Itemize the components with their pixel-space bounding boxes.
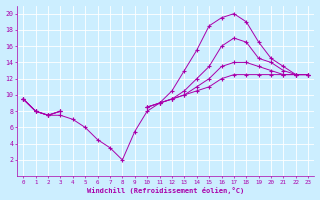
X-axis label: Windchill (Refroidissement éolien,°C): Windchill (Refroidissement éolien,°C) [87,187,244,194]
